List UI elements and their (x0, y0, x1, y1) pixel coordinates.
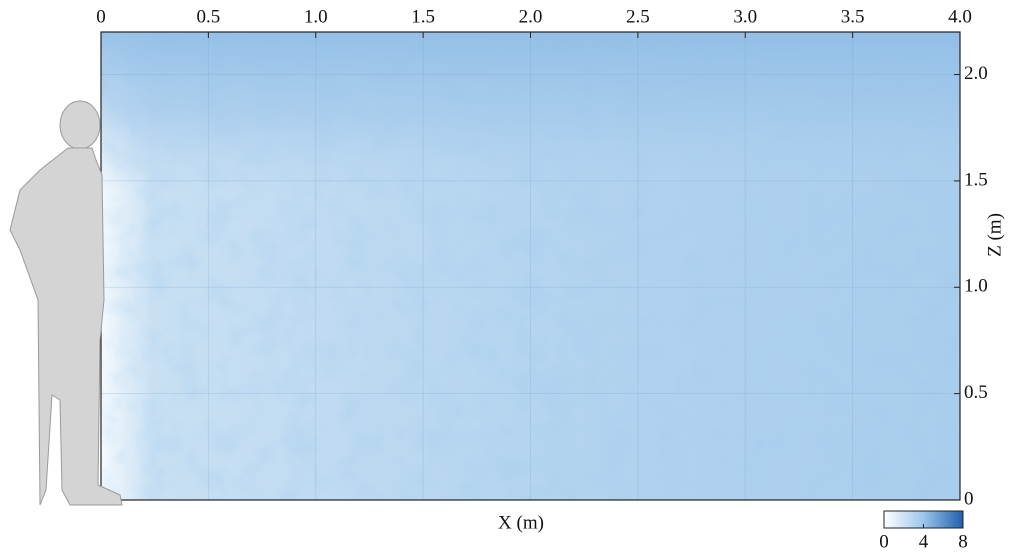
x-tick-label: 4.0 (948, 6, 972, 27)
y-tick-label: 0.5 (964, 382, 988, 403)
x-tick-label: 2.5 (626, 6, 650, 27)
x-tick-label: 2.0 (519, 6, 543, 27)
colorbar: 0 4 8 (879, 511, 968, 552)
y-tick-label: 1.0 (964, 276, 988, 297)
colorbar-tick-label: 8 (958, 531, 968, 552)
colorbar-tick-label: 4 (919, 531, 929, 552)
y-tick-label: 1.5 (964, 169, 988, 190)
y-tick-label: 0 (964, 488, 974, 509)
x-tick-label: 1.5 (411, 6, 435, 27)
colorbar-tick-label: 0 (879, 531, 889, 552)
x-tick-label: 3.0 (733, 6, 757, 27)
x-axis-title: X (m) (498, 512, 544, 533)
y-tick-label: 2.0 (964, 63, 988, 84)
x-tick-label: 3.5 (841, 6, 865, 27)
chart: X (m) Z (m) 0 4 8 0 0.5 1.0 1.5 2.0 2.5 3.0 3.5 4.… (0, 0, 1011, 555)
x-tick-label: 1.0 (304, 6, 328, 27)
x-tick-label: 0.5 (197, 6, 221, 27)
x-tick-label: 0 (96, 6, 106, 27)
y-axis-title: Z (m) (984, 213, 1005, 257)
